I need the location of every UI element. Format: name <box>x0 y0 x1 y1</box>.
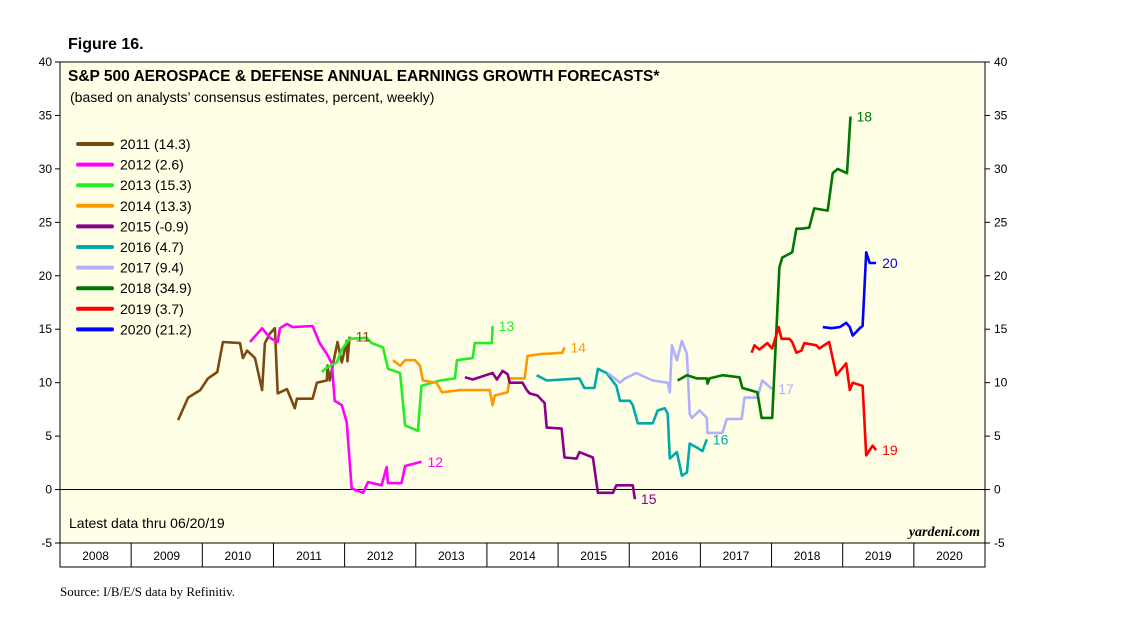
series-line-12 <box>249 322 422 495</box>
y-tick-label-left: 15 <box>39 322 53 336</box>
end-label-17: 17 <box>778 381 794 397</box>
y-tick-label-right: 30 <box>994 162 1008 176</box>
legend-label-20: 2020 (21.2) <box>120 321 192 337</box>
plot-area <box>59 61 986 544</box>
y-tick-label-right: -5 <box>994 536 1005 550</box>
series-line-16 <box>536 367 709 478</box>
y-tick-label-right: 5 <box>994 429 1001 443</box>
y-tick-label-left: 40 <box>39 55 53 69</box>
series-line-18 <box>676 116 852 420</box>
y-tick-label-left: 10 <box>39 376 53 390</box>
y-tick-label-left: 20 <box>39 269 53 283</box>
legend-label-11: 2011 (14.3) <box>120 136 191 152</box>
y-tick-label-left: 0 <box>45 483 52 497</box>
figure-label: Figure 16. <box>68 36 144 53</box>
series-line-13 <box>320 325 494 433</box>
brand-watermark: yardeni.com <box>907 525 980 540</box>
chart-subtitle: (based on analysts’ consensus estimates,… <box>70 89 434 105</box>
source-note: Source: I/B/E/S data by Refinitiv. <box>60 584 235 599</box>
legend-label-14: 2014 (13.3) <box>120 198 192 214</box>
legend-label-16: 2016 (4.7) <box>120 239 184 255</box>
y-tick-label-left: 35 <box>39 108 53 122</box>
x-tick-label: 2009 <box>153 549 180 563</box>
legend: 2011 (14.3) 2012 (2.6) 2013 (15.3) 2014 (13… <box>76 136 192 337</box>
end-label-13: 13 <box>499 318 515 334</box>
end-label-15: 15 <box>641 491 657 507</box>
end-label-16: 16 <box>713 431 729 447</box>
legend-label-17: 2017 (9.4) <box>120 260 184 276</box>
x-tick-label: 2014 <box>509 549 536 563</box>
x-tick-label: 2017 <box>723 549 750 563</box>
legend-label-15: 2015 (-0.9) <box>120 218 188 234</box>
end-label-14: 14 <box>570 339 586 355</box>
x-tick-label: 2013 <box>438 549 465 563</box>
y-tick-label-right: 10 <box>994 376 1008 390</box>
series-line-17 <box>607 339 774 435</box>
x-tick-label: 2008 <box>82 549 109 563</box>
y-tick-label-right: 25 <box>994 215 1008 229</box>
latest-data-note: Latest data thru 06/20/19 <box>69 515 225 531</box>
y-tick-label-left: 5 <box>45 429 52 443</box>
chart-title: S&P 500 AEROSPACE & DEFENSE ANNUAL EARNI… <box>68 68 660 85</box>
x-tick-label: 2011 <box>296 549 322 563</box>
x-tick-label: 2019 <box>865 549 892 563</box>
x-axis-band <box>59 542 986 568</box>
x-tick-label: 2016 <box>651 549 678 563</box>
series-line-19 <box>750 325 878 457</box>
y-tick-label-right: 40 <box>994 55 1008 69</box>
legend-label-13: 2013 (15.3) <box>120 177 192 193</box>
legend-label-12: 2012 (2.6) <box>120 157 184 173</box>
x-tick-label: 2012 <box>367 549 394 563</box>
y-tick-label-right: 0 <box>994 483 1001 497</box>
x-tick-label: 2010 <box>225 549 252 563</box>
end-label-20: 20 <box>882 255 898 271</box>
x-axis: 2008 2009 2010 2011 2012 2013 2014 2015 2016 2017… <box>59 543 986 567</box>
end-label-19: 19 <box>882 442 898 458</box>
series-line-20 <box>822 251 877 337</box>
series-end-labels: 11 12 13 14 15 16 17 18 19 20 <box>356 109 898 508</box>
y-tick-label-left: 25 <box>39 215 53 229</box>
legend-label-18: 2018 (34.9) <box>120 280 192 296</box>
series-line-15 <box>464 369 637 500</box>
series-line-14 <box>392 346 566 407</box>
y-axis-right: -5 0 5 10 15 20 25 30 35 40 <box>985 55 1008 550</box>
y-tick-label-right: 35 <box>994 108 1008 122</box>
end-label-11: 11 <box>356 329 371 345</box>
series-lines <box>176 116 878 500</box>
series-line-11 <box>176 326 351 421</box>
y-tick-label-right: 20 <box>994 269 1008 283</box>
y-tick-label-left: -5 <box>41 536 52 550</box>
x-tick-label: 2018 <box>794 549 821 563</box>
end-label-12: 12 <box>427 454 443 470</box>
y-axis-left: -5 0 5 10 15 20 25 30 35 40 <box>39 55 60 550</box>
x-tick-label: 2015 <box>580 549 607 563</box>
x-tick-label: 2020 <box>936 549 963 563</box>
y-tick-label-left: 30 <box>39 162 53 176</box>
legend-label-19: 2019 (3.7) <box>120 301 184 317</box>
y-tick-label-right: 15 <box>994 322 1008 336</box>
end-label-18: 18 <box>857 109 873 125</box>
